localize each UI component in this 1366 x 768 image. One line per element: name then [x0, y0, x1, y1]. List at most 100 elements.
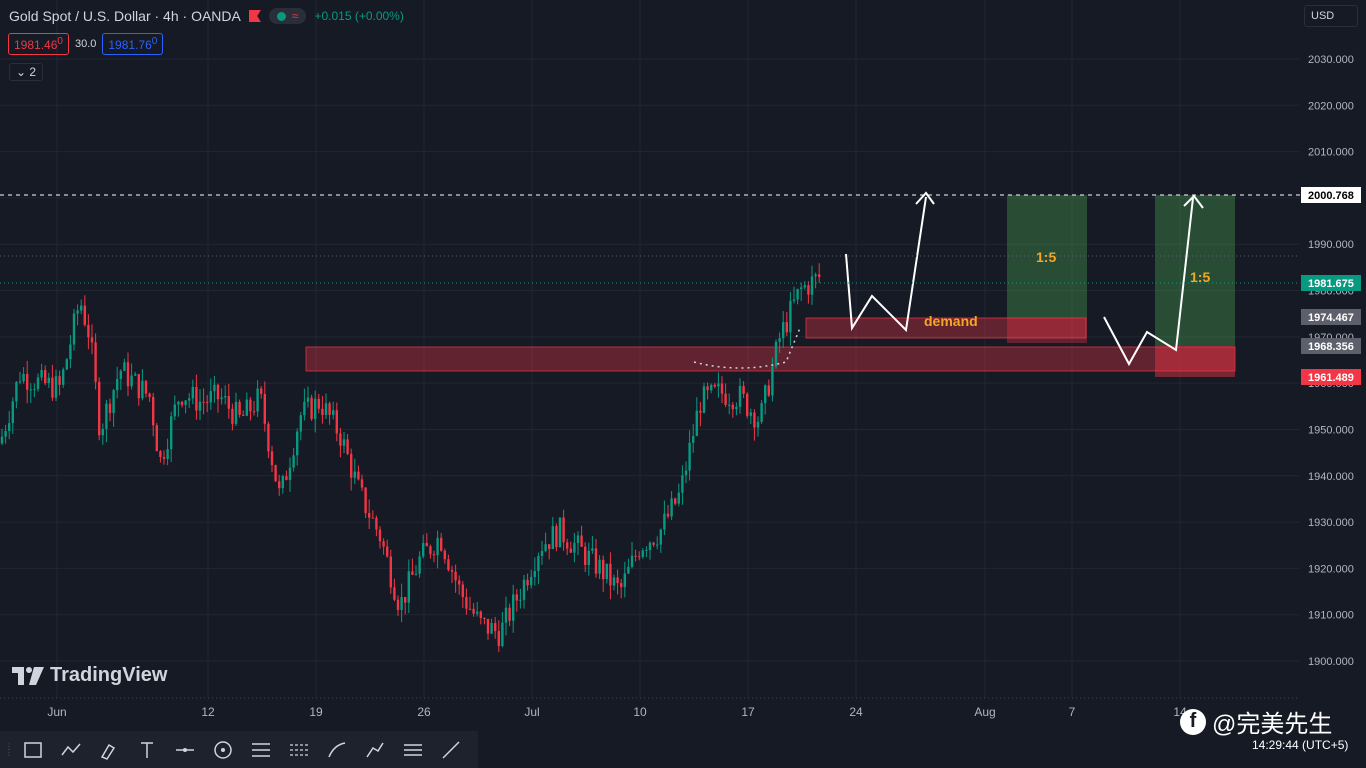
text-tool[interactable] — [128, 732, 166, 768]
candle-body — [285, 476, 288, 480]
candle-body — [47, 377, 50, 384]
fib-retracement-tool[interactable] — [242, 732, 280, 768]
candle-body — [62, 369, 65, 385]
brush-tool[interactable] — [90, 732, 128, 768]
candle-body — [155, 425, 158, 452]
candle-body — [90, 337, 94, 343]
horizontal-line-tool[interactable] — [166, 732, 204, 768]
candle-body — [40, 370, 43, 378]
buy-button[interactable]: 1981.760 — [102, 33, 164, 55]
candle-body — [314, 398, 317, 420]
candle-body — [360, 479, 364, 488]
flag-icon[interactable] — [248, 10, 261, 22]
candle-body — [627, 566, 630, 574]
candle-body — [278, 481, 281, 489]
tradingview-logo-icon — [12, 666, 44, 685]
candle-body — [393, 587, 396, 600]
path-tool[interactable] — [318, 732, 356, 768]
tradingview-logo[interactable]: TradingView — [12, 664, 167, 687]
arrow-head-icon — [915, 191, 935, 205]
circle-tool[interactable] — [204, 732, 242, 768]
ray-tool[interactable] — [432, 732, 470, 768]
indicators-toggle[interactable]: ⌄ 2 — [9, 63, 44, 81]
rectangle-tool[interactable] — [14, 732, 52, 768]
candle-body — [303, 401, 306, 416]
toolbar-grip-icon[interactable]: ⋮ ⋮ — [5, 741, 13, 757]
demand-label: demand — [924, 313, 978, 329]
candle-body — [738, 385, 742, 407]
candle-body — [166, 449, 169, 459]
path-icon — [328, 741, 346, 757]
candle-body — [80, 305, 83, 311]
candle-body — [213, 384, 216, 392]
candle-body — [54, 376, 58, 398]
candle-body — [573, 542, 576, 553]
curve-tool[interactable] — [356, 732, 394, 768]
author-watermark: f @完美先生 — [1180, 704, 1332, 739]
candle-body — [425, 542, 428, 547]
candle-body — [587, 550, 590, 565]
candle-body — [504, 607, 508, 623]
candle-body — [634, 555, 637, 557]
price-badge — [1301, 309, 1361, 325]
candle-body — [670, 498, 673, 517]
parallel-channel-tool[interactable] — [280, 732, 318, 768]
price-tick: 2010.000 — [1308, 147, 1354, 159]
candle-body — [324, 403, 328, 416]
candle-body — [263, 393, 266, 424]
chevron-down-icon: ⌄ — [16, 65, 27, 79]
price-badge-label: 1974.467 — [1308, 312, 1354, 324]
candle-body — [15, 382, 18, 402]
candle-body — [598, 559, 601, 574]
candle-body — [652, 542, 655, 545]
time-tick: Jul — [524, 705, 539, 719]
candle-body — [346, 439, 349, 454]
candle-body — [274, 465, 277, 482]
candle-body — [368, 513, 371, 518]
market-status-pill[interactable]: ≈ — [268, 8, 307, 24]
candle-body — [422, 542, 425, 557]
price-badge — [1301, 338, 1361, 354]
candle-body — [710, 384, 713, 391]
candle-body — [472, 608, 475, 614]
price-badge-label: 1968.356 — [1308, 341, 1354, 353]
candle-body — [299, 415, 302, 432]
candle-body — [522, 579, 526, 600]
candle-body — [468, 608, 472, 610]
currency-select[interactable]: USD — [1304, 5, 1358, 27]
candle-body — [782, 322, 785, 339]
candle-body — [152, 397, 155, 426]
candle-body — [292, 455, 295, 468]
candle-body — [778, 338, 781, 342]
price-tick: 1950.000 — [1308, 424, 1354, 436]
wave-icon: ≈ — [291, 9, 299, 23]
candle-body — [72, 313, 76, 345]
candle-body — [731, 404, 734, 410]
sell-button[interactable]: 1981.460 — [8, 33, 69, 55]
candle-body — [65, 359, 68, 370]
candle-body — [137, 374, 140, 399]
candle-body — [580, 535, 583, 547]
price-badge-label: 1981.675 — [1308, 278, 1354, 290]
time-tick: Jun — [47, 705, 66, 719]
candle-body — [566, 542, 569, 549]
candle-body — [490, 623, 493, 634]
symbol-header[interactable]: Gold Spot / U.S. Dollar · 4h · OANDA ≈ +… — [9, 8, 404, 24]
candle-body — [339, 433, 342, 446]
trend-arrow-tool[interactable] — [52, 732, 90, 768]
symbol-title[interactable]: Gold Spot / U.S. Dollar · 4h · OANDA — [9, 8, 241, 24]
price-tick: 2030.000 — [1308, 54, 1354, 66]
channel-tool[interactable] — [394, 732, 432, 768]
chart-clock[interactable]: 14:29:44 (UTC+5) — [1252, 738, 1349, 752]
candle-body — [465, 597, 468, 609]
candle-body — [771, 366, 774, 396]
candle-body — [22, 373, 25, 382]
candle-body — [11, 401, 14, 424]
price-badge — [1301, 369, 1361, 385]
candle-body — [796, 289, 799, 300]
candle-body — [436, 537, 439, 556]
candle-body — [44, 370, 47, 384]
candle-body — [224, 396, 227, 398]
candle-body — [26, 373, 29, 390]
